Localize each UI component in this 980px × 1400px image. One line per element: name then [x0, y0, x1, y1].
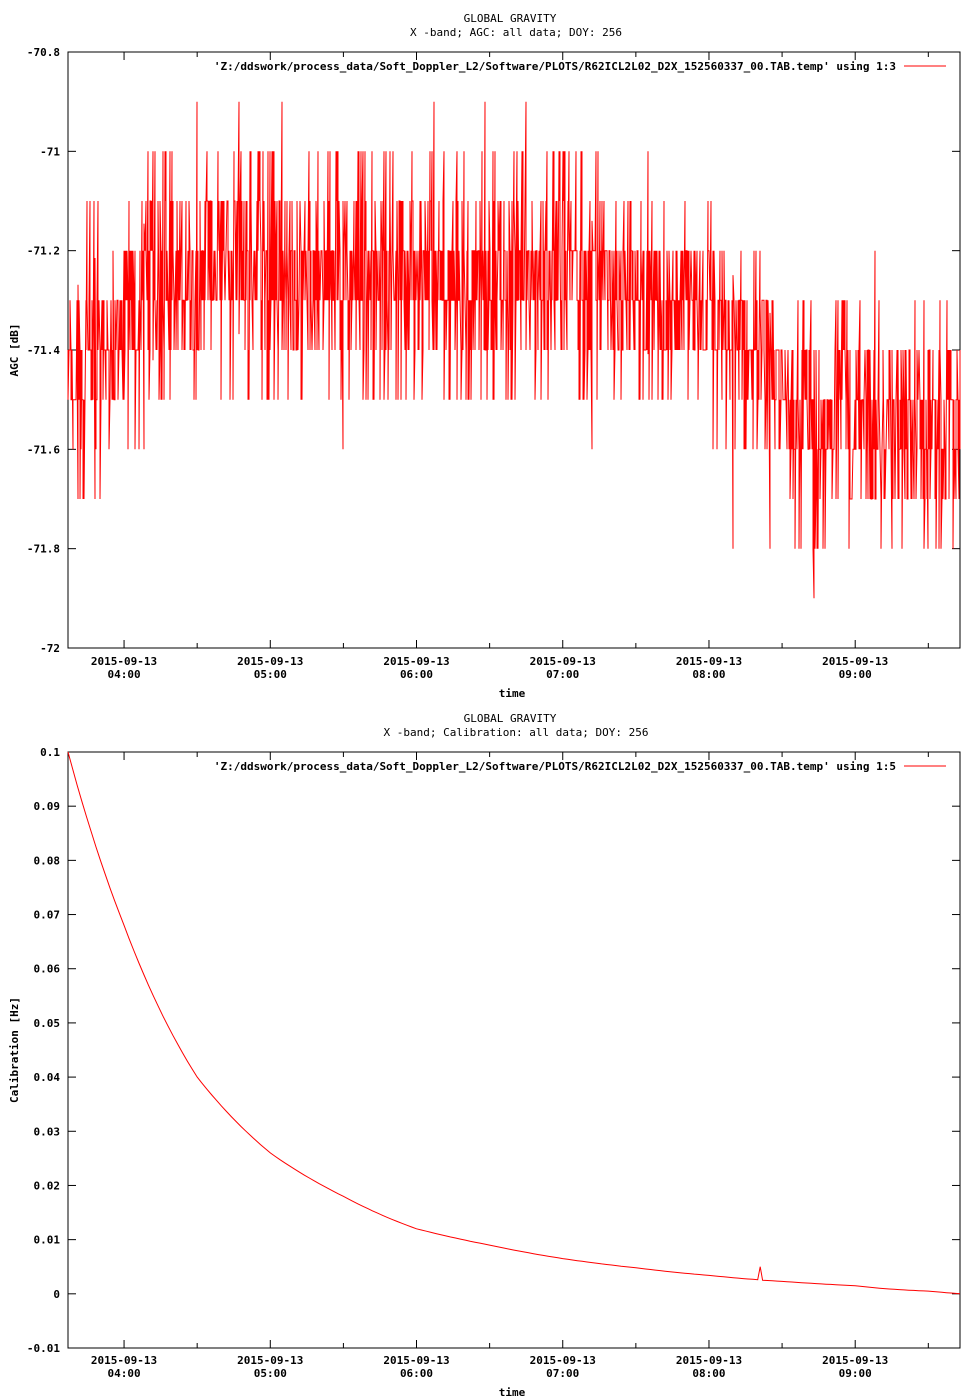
x-tick-label-date: 2015-09-13	[676, 1354, 742, 1367]
y-tick-label: 0.06	[34, 963, 61, 976]
x-axis-label: time	[499, 1386, 526, 1399]
y-tick-label: 0.02	[34, 1179, 61, 1192]
x-axis-label: time	[499, 687, 526, 700]
x-tick-label-date: 2015-09-13	[530, 1354, 596, 1367]
y-tick-label: 0.07	[34, 909, 61, 922]
y-tick-label: -0.01	[27, 1342, 60, 1355]
chart-subtitle: X -band; AGC: all data; DOY: 256	[410, 26, 622, 39]
y-tick-label: 0.01	[34, 1234, 61, 1247]
x-tick-label-date: 2015-09-13	[237, 1354, 303, 1367]
plot-frame	[67, 751, 961, 1349]
chart-subtitle: X -band; Calibration: all data; DOY: 256	[384, 726, 649, 739]
series-line	[67, 101, 961, 599]
x-tick-label-date: 2015-09-13	[383, 655, 449, 668]
y-tick-label: -70.8	[27, 46, 60, 59]
x-tick-label-time: 06:00	[400, 1367, 433, 1380]
y-tick-label: 0.05	[34, 1017, 61, 1030]
y-tick-label: -71.4	[27, 344, 60, 357]
y-tick-label: 0.04	[34, 1071, 61, 1084]
y-tick-label: 0.03	[34, 1125, 61, 1138]
x-tick-label-time: 09:00	[839, 1367, 872, 1380]
chart-title: GLOBAL GRAVITY	[464, 712, 557, 725]
x-tick-label-time: 06:00	[400, 668, 433, 681]
y-tick-label: -71	[40, 145, 60, 158]
y-tick-label: 0.1	[40, 746, 60, 759]
x-tick-label-time: 04:00	[107, 668, 140, 681]
x-tick-label-date: 2015-09-13	[383, 1354, 449, 1367]
x-tick-label-date: 2015-09-13	[822, 655, 888, 668]
x-tick-label-time: 05:00	[254, 668, 287, 681]
y-tick-label: -71.6	[27, 443, 60, 456]
x-tick-label-time: 08:00	[692, 1367, 725, 1380]
y-axis-label: Calibration [Hz]	[8, 997, 21, 1103]
x-tick-label-time: 07:00	[546, 668, 579, 681]
x-tick-label-time: 07:00	[546, 1367, 579, 1380]
y-tick-label: -71.8	[27, 543, 60, 556]
x-tick-label-date: 2015-09-13	[676, 655, 742, 668]
x-tick-label-time: 09:00	[839, 668, 872, 681]
legend-label: 'Z:/ddswork/process_data/Soft_Doppler_L2…	[214, 60, 896, 73]
y-tick-label: 0.09	[34, 800, 61, 813]
x-tick-label-date: 2015-09-13	[91, 1354, 157, 1367]
x-tick-label-date: 2015-09-13	[530, 655, 596, 668]
legend-label: 'Z:/ddswork/process_data/Soft_Doppler_L2…	[214, 760, 896, 773]
plot-frame	[67, 51, 961, 649]
x-tick-label-time: 04:00	[107, 1367, 140, 1380]
y-tick-label: -71.2	[27, 245, 60, 258]
x-tick-label-date: 2015-09-13	[822, 1354, 888, 1367]
x-tick-label-time: 08:00	[692, 668, 725, 681]
x-tick-label-date: 2015-09-13	[237, 655, 303, 668]
y-tick-label: -72	[40, 642, 60, 655]
series-line	[67, 751, 961, 1295]
y-tick-label: 0.08	[34, 854, 61, 867]
chart-title: GLOBAL GRAVITY	[464, 12, 557, 25]
y-tick-label: 0	[53, 1288, 60, 1301]
y-axis-label: AGC [dB]	[8, 324, 21, 377]
x-tick-label-time: 05:00	[254, 1367, 287, 1380]
x-tick-label-date: 2015-09-13	[91, 655, 157, 668]
